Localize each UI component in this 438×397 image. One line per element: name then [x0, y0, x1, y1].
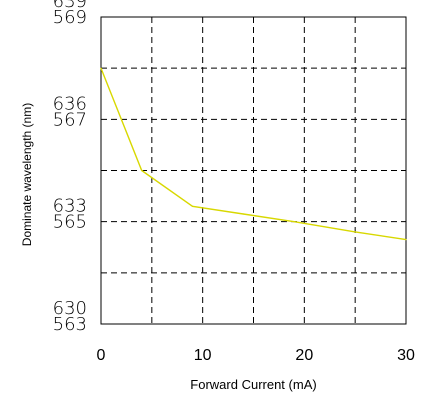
x-tick-label: 30	[397, 347, 415, 364]
y-tick-label-upper: 630	[53, 298, 87, 319]
y-tick-label-lower: 565	[53, 212, 87, 233]
y-tick-label-upper: 633	[53, 196, 87, 217]
y-tick-label-lower: 567	[53, 109, 87, 130]
y-tick-label-lower: 563	[53, 314, 87, 335]
y-tick-label-upper: 639	[53, 0, 87, 12]
data-point	[354, 231, 356, 233]
x-tick-label: 0	[97, 347, 106, 364]
data-point	[141, 169, 143, 172]
x-tick-labels: 0 10 20 30	[97, 347, 415, 364]
grid-lines	[101, 17, 406, 324]
data-point	[100, 67, 102, 69]
y-tick-label-lower: 569	[53, 7, 87, 28]
data-point	[242, 213, 244, 215]
data-point	[191, 205, 194, 207]
y-axis-label: Dominate wavelength (nm)	[20, 103, 34, 246]
x-tick-label: 20	[295, 347, 313, 364]
data-point	[405, 238, 407, 241]
x-axis-label: Forward Current (mA)	[190, 377, 316, 392]
series-line-0	[100, 67, 407, 241]
x-tick-label: 10	[194, 347, 212, 364]
plot-frame	[100, 16, 407, 325]
y-tick-label-upper: 636	[53, 93, 87, 114]
series-layer	[100, 67, 407, 241]
data-point	[293, 221, 295, 223]
